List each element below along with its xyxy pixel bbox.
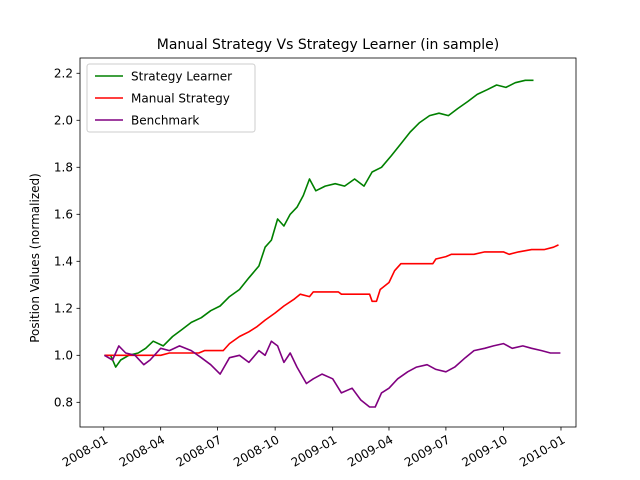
x-tick-label: 2009-01: [289, 432, 339, 469]
x-tick-label: 2008-01: [60, 432, 110, 469]
legend-box: [86, 63, 256, 133]
legend-label: Strategy Learner: [131, 70, 232, 84]
y-tick-label: 1.8: [54, 160, 73, 174]
legend-label: Manual Strategy: [131, 92, 230, 106]
y-tick-label: 0.8: [54, 395, 73, 409]
x-tick-label: 2008-07: [174, 432, 224, 469]
y-tick-label: 2.0: [54, 113, 73, 127]
plot-frame: [79, 57, 577, 428]
y-tick-label: 1.0: [54, 348, 73, 362]
legend-label: Benchmark: [131, 114, 199, 128]
x-tick-label: 2010-01: [517, 432, 567, 469]
y-tick-label: 1.6: [54, 207, 73, 221]
series-line-benchmark: [103, 340, 561, 408]
series-line-manual-strategy: [104, 244, 559, 357]
x-tick-label: 2009-07: [402, 432, 452, 469]
y-axis-label: Position Values (normalized): [28, 173, 42, 343]
x-tick-label: 2009-10: [459, 432, 509, 469]
y-tick-label: 1.4: [54, 254, 73, 268]
x-tick-label: 2008-10: [231, 432, 281, 469]
x-tick-label: 2008-04: [117, 432, 167, 469]
series-line-strategy-learner: [104, 79, 534, 368]
chart-title: Manual Strategy Vs Strategy Learner (in …: [157, 37, 500, 53]
y-tick-label: 1.2: [54, 301, 73, 315]
x-tick-label: 2009-04: [345, 432, 395, 469]
y-tick-label: 2.2: [54, 66, 73, 80]
